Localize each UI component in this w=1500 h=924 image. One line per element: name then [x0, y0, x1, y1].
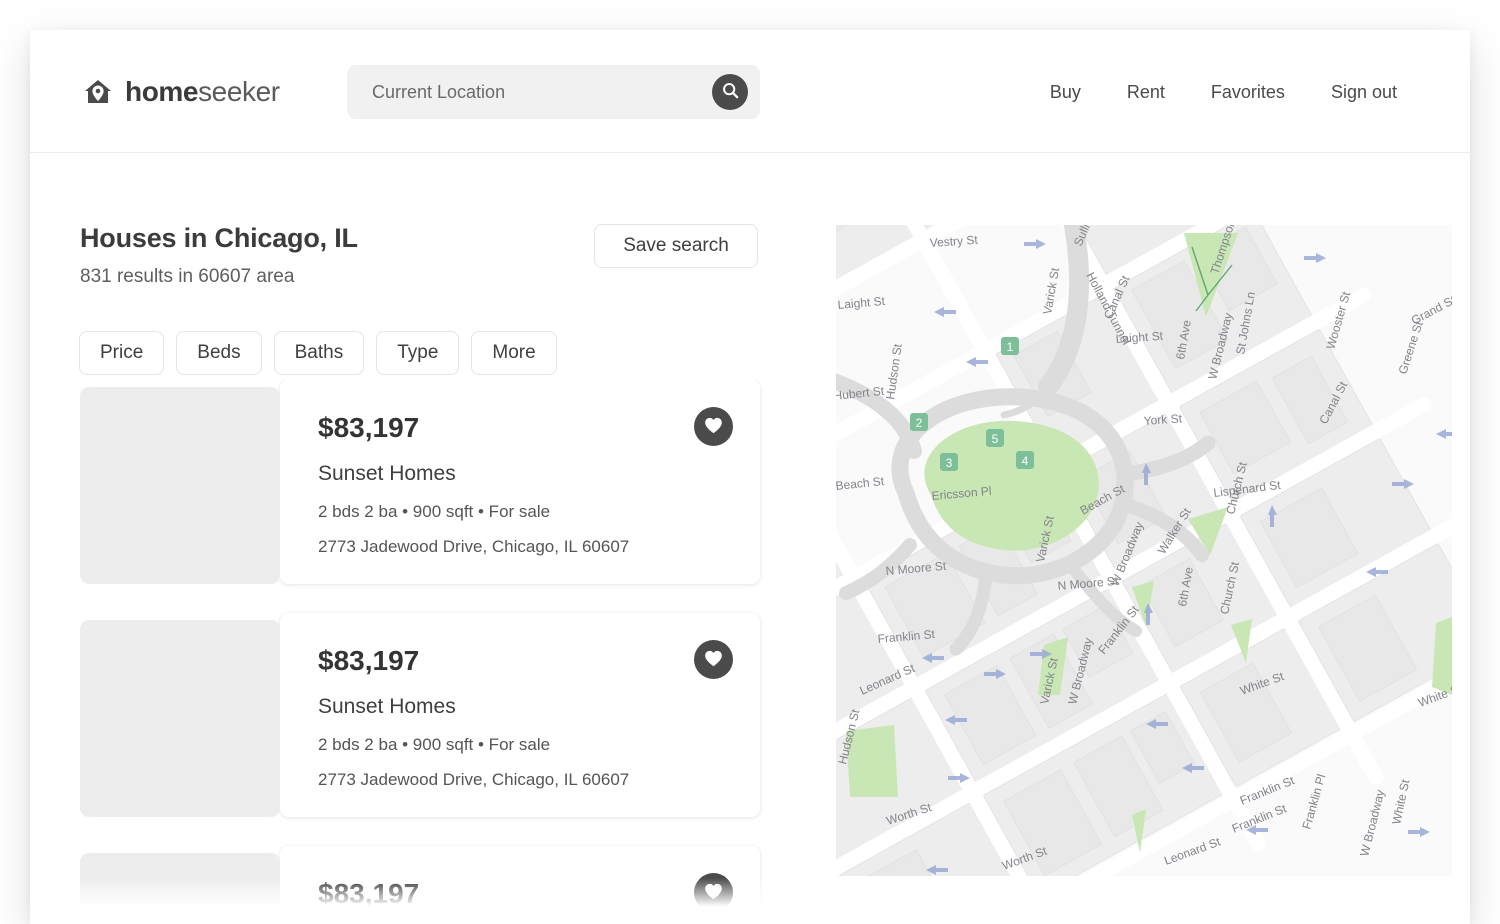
svg-text:5: 5 [992, 432, 999, 446]
heart-icon [704, 417, 723, 437]
map-markers: 1 2 3 4 5 [910, 337, 1034, 471]
map-svg[interactable]: .rd { stroke:#dcdcdc; fill:none; stroke-… [836, 225, 1452, 876]
listing-card-body[interactable]: $83,197 Sunset Homes 2 bds 2 ba • 900 sq… [280, 613, 760, 817]
svg-text:3: 3 [946, 456, 953, 470]
favorite-button[interactable] [694, 873, 733, 912]
map-marker-4: 4 [1016, 451, 1034, 469]
heart-icon [704, 883, 723, 903]
filter-beds[interactable]: Beds [176, 331, 262, 375]
results-pane: Houses in Chicago, IL 831 results in 606… [30, 153, 806, 924]
svg-text:Vestry St: Vestry St [929, 233, 979, 250]
svg-text:N Moore St: N Moore St [885, 559, 947, 578]
svg-text:1: 1 [1007, 340, 1014, 354]
listing-card-body[interactable]: $83,197 Sunset Homes 2 bds 2 ba • 900 sq… [280, 846, 760, 924]
listing-thumbnail[interactable] [80, 620, 280, 817]
listing-address: 2773 Jadewood Drive, Chicago, IL 60607 [318, 537, 630, 556]
search-submit-button[interactable] [712, 74, 748, 110]
nav-link-favorites[interactable]: Favorites [1210, 82, 1285, 102]
filter-bar: Price Beds Baths Type More [79, 331, 557, 375]
svg-text:Beach St: Beach St [836, 474, 885, 493]
map-canvas[interactable]: .rd { stroke:#dcdcdc; fill:none; stroke-… [836, 225, 1452, 876]
brand-text-bold: home [125, 76, 199, 107]
filter-type[interactable]: Type [376, 331, 460, 375]
svg-text:Franklin St: Franklin St [877, 627, 936, 646]
nav-link-buy[interactable]: Buy [1049, 82, 1081, 102]
listing-thumbnail[interactable] [80, 387, 280, 584]
svg-text:4: 4 [1022, 454, 1029, 468]
listing-card[interactable]: $83,197 Sunset Homes 2 bds 2 ba • 900 sq… [80, 846, 760, 924]
main-nav: Buy Rent Favorites Sign out [1027, 78, 1420, 107]
filter-price[interactable]: Price [79, 331, 165, 375]
browser-window: homeseeker Buy Rent Favorites Sign out H… [30, 30, 1470, 924]
favorite-button[interactable] [694, 407, 733, 446]
nav-link-sign-out[interactable]: Sign out [1330, 82, 1397, 102]
listing-card[interactable]: $83,197 Sunset Homes 2 bds 2 ba • 900 sq… [80, 380, 760, 584]
save-search-button[interactable]: Save search [594, 224, 758, 268]
house-pin-logo-icon [82, 76, 114, 108]
heart-icon [704, 650, 723, 670]
svg-text:York St: York St [1143, 411, 1183, 428]
svg-text:6th Ave: 6th Ave [1173, 319, 1194, 361]
listing-price: $83,197 [318, 412, 420, 443]
svg-text:6th Ave: 6th Ave [1175, 566, 1196, 608]
nav-link-rent[interactable]: Rent [1126, 82, 1165, 102]
filter-more[interactable]: More [471, 331, 557, 375]
svg-text:2: 2 [916, 416, 923, 430]
brand-text-light: seeker [198, 76, 280, 107]
listing-price: $83,197 [318, 878, 420, 909]
svg-text:N Moore St: N Moore St [1057, 574, 1119, 593]
listing-list[interactable]: $83,197 Sunset Homes 2 bds 2 ba • 900 sq… [30, 380, 806, 924]
svg-text:Ericsson Pl: Ericsson Pl [931, 484, 992, 503]
listing-name: Sunset Homes [318, 695, 456, 718]
listing-price: $83,197 [318, 645, 420, 676]
favorite-button[interactable] [694, 640, 733, 679]
listing-specs: 2 bds 2 ba • 900 sqft • For sale [318, 502, 551, 521]
map-park [924, 420, 1099, 551]
map-pane: .rd { stroke:#dcdcdc; fill:none; stroke-… [806, 153, 1470, 924]
listing-name: Sunset Homes [318, 462, 456, 485]
listing-card-body[interactable]: $83,197 Sunset Homes 2 bds 2 ba • 900 sq… [280, 380, 760, 584]
map-marker-3: 3 [940, 453, 958, 471]
listing-card[interactable]: $83,197 Sunset Homes 2 bds 2 ba • 900 sq… [80, 613, 760, 817]
svg-text:Laight St: Laight St [1115, 329, 1164, 346]
listing-thumbnail[interactable] [80, 853, 280, 924]
search-icon [721, 81, 740, 103]
map-marker-1: 1 [1001, 337, 1019, 355]
filter-baths[interactable]: Baths [273, 331, 365, 375]
listing-address: 2773 Jadewood Drive, Chicago, IL 60607 [318, 770, 630, 789]
results-count: 831 results in 60607 area [80, 266, 295, 287]
svg-text:Hubert St: Hubert St [836, 384, 885, 403]
page-title: Houses in Chicago, IL [80, 223, 358, 253]
brand-logo[interactable]: homeseeker [82, 76, 280, 108]
site-header: homeseeker Buy Rent Favorites Sign out [30, 30, 1470, 153]
search-input[interactable] [372, 65, 672, 119]
listing-specs: 2 bds 2 ba • 900 sqft • For sale [318, 735, 551, 754]
svg-text:Laight St: Laight St [837, 294, 886, 312]
map-marker-2: 2 [910, 413, 928, 431]
brand-wordmark: homeseeker [125, 76, 280, 108]
map-marker-5: 5 [986, 429, 1004, 447]
search-bar[interactable] [347, 65, 760, 119]
